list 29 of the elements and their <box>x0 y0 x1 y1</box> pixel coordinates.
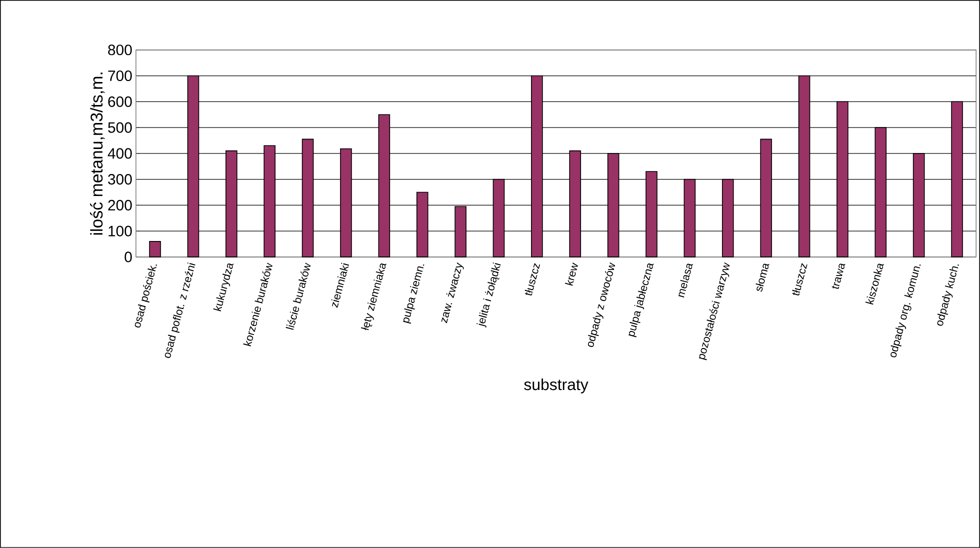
y-tick-label: 300 <box>108 174 132 185</box>
x-tick-label: korzenie buraków <box>243 262 272 346</box>
x-tick-label: ziemniaki <box>331 262 349 308</box>
y-axis-title: ilość metanu,m3/ts,m. <box>90 72 105 235</box>
y-tick-label: 800 <box>108 44 132 56</box>
x-tick-label: osad poflot. z rzeźni <box>164 262 196 358</box>
x-tick-label: odpady kuch. <box>937 264 959 326</box>
x-tick-label: krew <box>564 262 578 286</box>
x-tick-label: odpady org. komun. <box>890 264 921 358</box>
x-axis-title: substraty <box>524 378 588 394</box>
bar <box>149 241 161 258</box>
x-tick-label: tłuszcz <box>792 263 808 296</box>
y-tick-label: 200 <box>108 200 132 211</box>
x-tick-label: tłuszcz <box>524 263 540 296</box>
y-tick-label: 600 <box>108 96 132 107</box>
y-tick-label: 700 <box>108 70 132 82</box>
x-tick-label: słoma <box>756 264 770 292</box>
x-tick-label: jelita i żołądki <box>476 262 501 328</box>
y-tick-label: 400 <box>108 148 132 159</box>
x-tick-label: melasa <box>678 264 693 298</box>
x-tick-label: zaw. żwaczy <box>441 262 464 324</box>
y-tick-label: 0 <box>124 252 132 262</box>
x-tick-label: pulpa ziemn. <box>403 264 424 324</box>
y-tick-label: 500 <box>108 122 132 133</box>
y-tick-label: 100 <box>108 226 132 236</box>
x-tick-label: osad pościek. <box>134 264 157 328</box>
x-tick-label: odpady z owoców <box>588 262 616 348</box>
x-tick-label: liście buraków <box>286 262 311 330</box>
x-tick-label: trawa <box>832 264 846 289</box>
